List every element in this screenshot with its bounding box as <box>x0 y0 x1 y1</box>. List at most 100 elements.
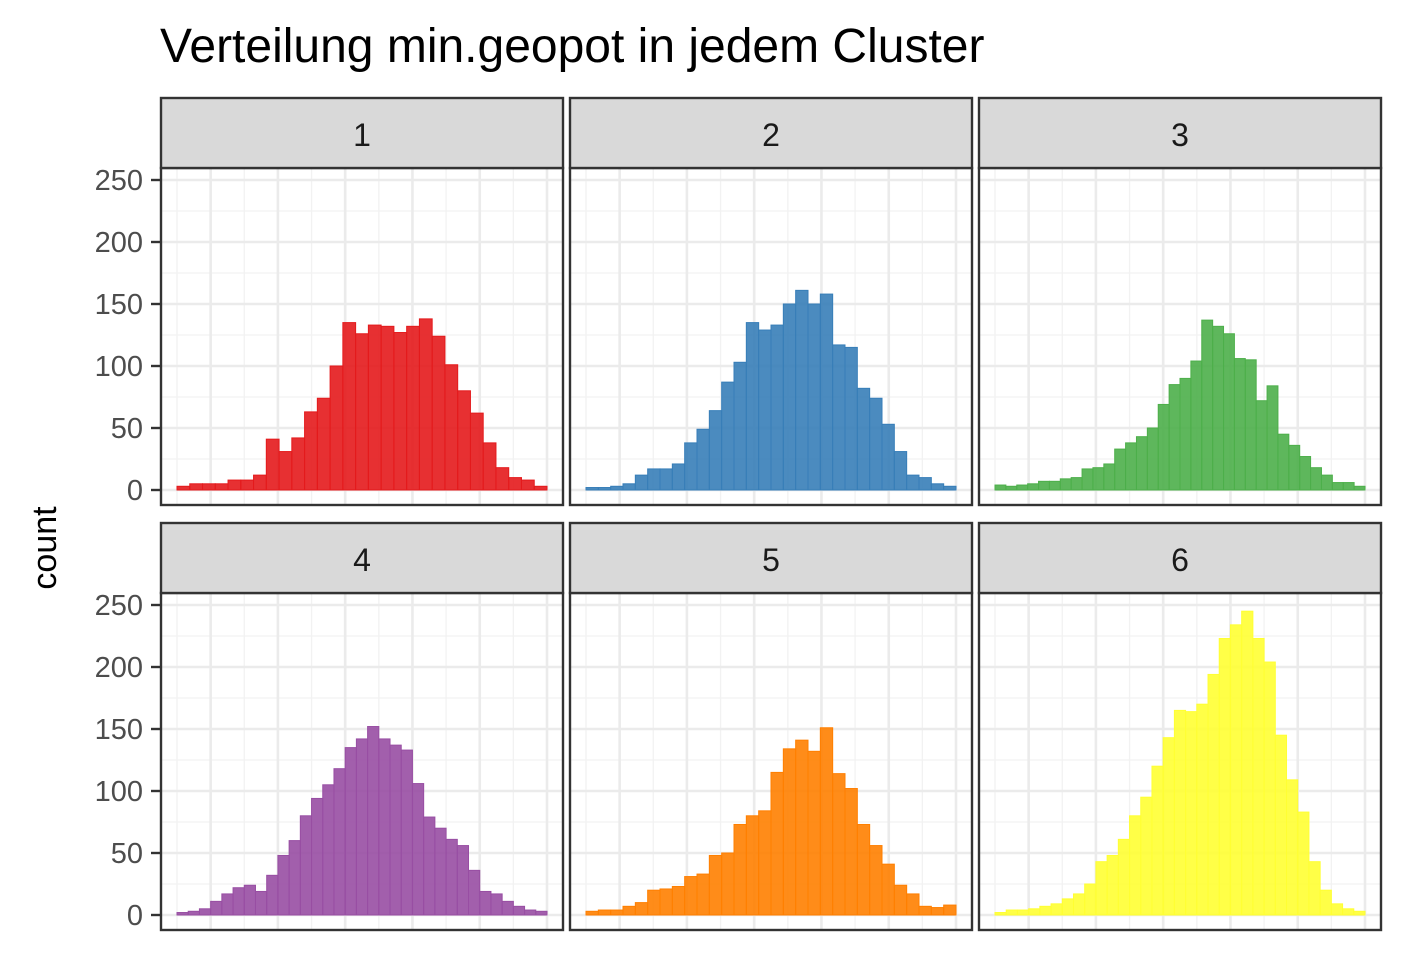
y-tick-label: 50 <box>111 413 143 445</box>
histogram-bar <box>758 810 772 916</box>
y-tick-label: 0 <box>127 475 143 507</box>
facet-panel-1: 1 0 50 100 150 200 250 <box>95 96 565 507</box>
histogram-bar <box>795 289 809 491</box>
histogram-bar <box>524 909 537 916</box>
facet-strip <box>568 521 974 595</box>
facet-strip <box>977 96 1383 170</box>
histogram-bar <box>520 479 535 491</box>
histogram-bar <box>943 485 957 491</box>
histogram-bar <box>1201 319 1214 491</box>
y-tick-label: 100 <box>95 776 143 808</box>
histogram-bar <box>819 727 834 916</box>
histogram-bar <box>1103 463 1116 491</box>
histogram-bar <box>512 905 526 916</box>
histogram-bar <box>906 474 920 491</box>
histogram-bar <box>342 322 357 491</box>
histogram-bar <box>819 293 834 491</box>
histogram-bar <box>684 876 698 916</box>
histogram-bar <box>367 324 382 491</box>
histogram-bar <box>994 912 1007 916</box>
histogram-bar <box>232 887 245 916</box>
histogram-bar <box>393 332 408 491</box>
histogram-bar <box>253 474 267 491</box>
histogram-bar <box>187 910 200 916</box>
histogram-bar <box>1005 485 1018 491</box>
histogram-bar <box>795 739 809 916</box>
histogram-bar <box>344 747 357 916</box>
histogram-bar <box>1218 637 1231 916</box>
facet-panel-5: 5 <box>568 521 974 932</box>
histogram-bar <box>411 783 425 916</box>
y-tick-label: 150 <box>95 289 143 321</box>
histogram-bar <box>1114 448 1127 491</box>
histogram-bar <box>535 910 548 916</box>
histogram-bar <box>770 324 784 491</box>
histogram-bar <box>456 845 470 916</box>
histogram-bar <box>906 893 920 916</box>
facet-strip-label: 2 <box>762 117 780 153</box>
facet-strip-label: 4 <box>353 542 371 578</box>
histogram-bar <box>844 346 858 491</box>
histogram-bar <box>696 428 710 491</box>
histogram-bar <box>1162 737 1175 916</box>
y-tick-label: 200 <box>95 227 143 259</box>
y-tick-label: 50 <box>111 838 143 870</box>
histogram-bar <box>423 816 436 916</box>
histogram-bar <box>1072 893 1086 916</box>
histogram-bar <box>1299 456 1312 491</box>
histogram-bar <box>1342 908 1355 916</box>
histogram-bar <box>918 477 932 491</box>
histogram-bar <box>1185 711 1198 916</box>
histogram-bar <box>647 889 661 916</box>
y-tick-label: 100 <box>95 351 143 383</box>
y-axis-title: count <box>26 506 64 590</box>
histogram-bar <box>495 467 510 491</box>
histogram-bar <box>1286 779 1299 916</box>
histogram-bar <box>869 845 883 916</box>
histogram-bar <box>198 908 212 916</box>
histogram-bar <box>490 893 503 916</box>
histogram-bar <box>1297 811 1310 916</box>
histogram-bar <box>1135 436 1148 491</box>
histogram-bar <box>930 907 945 916</box>
y-tick-label: 200 <box>95 652 143 684</box>
histogram-bar <box>721 852 735 916</box>
histogram-bar <box>444 364 459 491</box>
facet-panel-6: 6 <box>977 521 1383 932</box>
histogram-bar <box>445 838 458 916</box>
chart-title: Verteilung min.geopot in jedem Cluster <box>160 20 984 73</box>
histogram-bar <box>469 412 484 491</box>
histogram-bar <box>322 784 335 916</box>
histogram-bar <box>1330 903 1344 916</box>
facet-panel-2: 2 <box>568 96 974 507</box>
histogram-bar <box>671 463 686 491</box>
histogram-bar <box>221 893 234 916</box>
histogram-bar <box>893 451 908 491</box>
facet-strip-label: 6 <box>1171 542 1189 578</box>
facets-layer: 1 0 50 100 150 200 250 2 3 4 0 50 100 150 200 250 5 6 <box>95 96 1383 932</box>
histogram-bar <box>1039 905 1052 916</box>
histogram-bar <box>1274 734 1288 916</box>
facet-strip <box>977 521 1383 595</box>
facet-strip-label: 1 <box>353 117 371 153</box>
histogram-bar <box>1048 480 1061 491</box>
histogram-bar <box>508 477 522 491</box>
histogram-bar <box>1229 624 1243 916</box>
histogram-bar <box>1125 442 1137 491</box>
histogram-bar <box>367 726 380 916</box>
histogram-bar <box>1241 610 1254 916</box>
histogram-bar <box>733 823 747 916</box>
histogram-bar <box>1252 637 1265 916</box>
histogram-bar <box>355 333 369 491</box>
histogram-bar <box>1196 703 1209 916</box>
histogram-bar <box>1310 467 1322 491</box>
histogram-bar <box>994 484 1007 491</box>
histogram-bar <box>733 361 747 491</box>
histogram-bar <box>782 303 797 491</box>
histogram-bar <box>316 397 331 491</box>
histogram-bar <box>434 827 447 916</box>
histogram-bar <box>597 909 612 916</box>
histogram-bar <box>1016 909 1030 916</box>
histogram-bar <box>1081 468 1094 491</box>
histogram-bar <box>202 483 216 491</box>
